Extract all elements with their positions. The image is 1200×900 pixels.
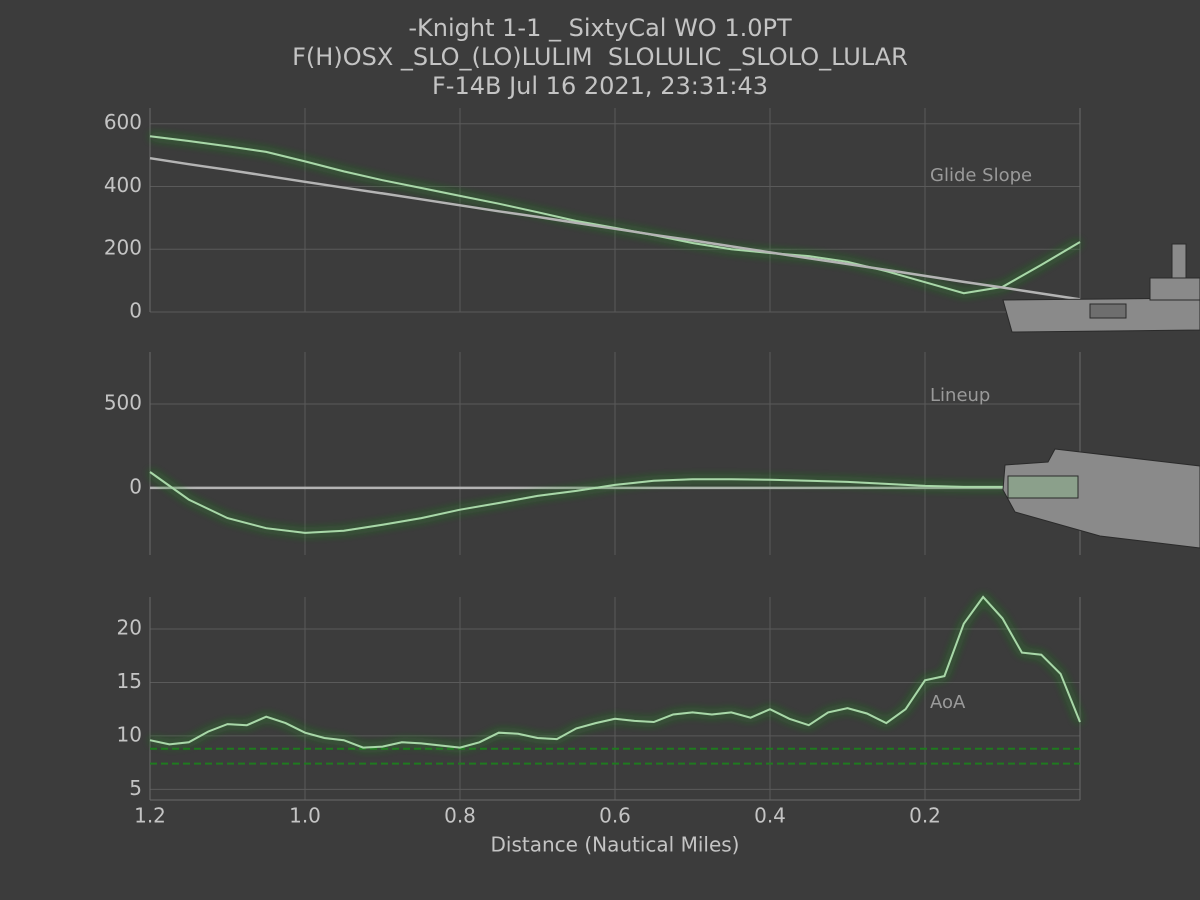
y-tick-label: 15 (117, 669, 142, 693)
x-tick-label: 0.4 (754, 804, 786, 828)
y-tick-label: 0 (129, 474, 142, 498)
carrier-mast (1171, 243, 1187, 279)
y-tick-label: 5 (129, 776, 142, 800)
series-line (149, 156, 1081, 301)
carrier-landing-area (1007, 475, 1079, 499)
carrier-island (1149, 277, 1200, 301)
annotation: Lineup (930, 385, 990, 406)
title-line: F-14B Jul 16 2021, 23:31:43 (432, 72, 768, 100)
x-tick-label: 0.8 (444, 804, 476, 828)
x-axis-label: Distance (Nautical Miles) (491, 833, 740, 857)
annotation: Glide Slope (930, 165, 1032, 186)
series-line (149, 471, 1081, 534)
y-tick-label: 10 (117, 722, 142, 746)
y-tick-label: 0 (129, 299, 142, 323)
y-tick-label: 20 (117, 616, 142, 640)
x-tick-label: 0.2 (909, 804, 941, 828)
series-line (149, 595, 1081, 749)
title-line: F(H)OSX _SLO_(LO)LULIM SLOLULIC _SLOLO_L… (292, 43, 908, 71)
x-tick-label: 1.2 (134, 804, 166, 828)
y-tick-label: 400 (104, 173, 142, 197)
annotation: AoA (930, 692, 966, 713)
carrier-top-hull (1002, 448, 1200, 549)
title-line: -Knight 1-1 _ SixtyCal WO 1.0PT (408, 14, 792, 42)
carrier-deck-detail (1089, 303, 1127, 319)
y-tick-label: 200 (104, 236, 142, 260)
carrier-icons (1002, 243, 1200, 549)
title: -Knight 1-1 _ SixtyCal WO 1.0PT F(H)OSX … (292, 14, 908, 100)
x-tick-label: 1.0 (289, 804, 321, 828)
x-tick-label: 0.6 (599, 804, 631, 828)
y-tick-label: 600 (104, 110, 142, 134)
y-tick-label: 500 (104, 391, 142, 415)
